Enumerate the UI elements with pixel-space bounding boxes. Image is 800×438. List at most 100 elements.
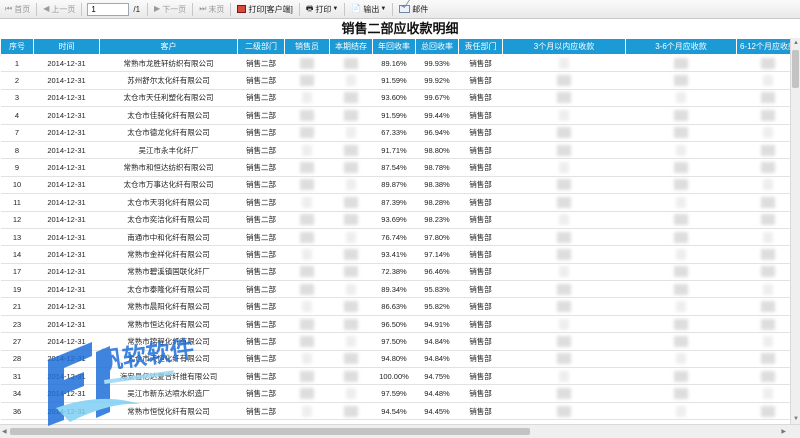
customer-cell: 常熟市和恒达纺织有限公司 [99,158,238,177]
column-header[interactable]: 序号 [0,38,34,55]
redacted-value [300,162,314,174]
table-row[interactable]: 14 2014-12-31 常熟市金祥化纤有限公司 销售二部 93.41% 97.14% 销… [0,245,790,264]
table-row[interactable]: 28 2014-12-31 太仓市天恒化纤有限公司 销售二部 94.80% 94.84% 销… [0,350,790,369]
column-header[interactable]: 本期结存 [329,38,373,55]
table-row[interactable]: 1 2014-12-31 常熟市龙胜轩纺织有限公司 销售二部 89.16% 99.93% 销… [0,54,790,73]
customer-cell: 苏州舒尔太化纤有限公司 [99,71,238,90]
receivable-3m-cell [502,245,626,264]
customer-cell: 常熟市碧溪镇国联化纤厂 [99,263,238,282]
receivable-3m-cell [502,402,626,421]
next-page-label: 下一页 [162,4,187,14]
table-row[interactable]: 17 2014-12-31 常熟市碧溪镇国联化纤厂 销售二部 72.38% 96.46% 销… [0,263,790,282]
print-client-button[interactable]: 打印[客户端] [234,1,295,18]
table-row[interactable]: 34 2014-12-31 吴江市新东达喷水织造厂 销售二部 97.59% 94.48% 销… [0,384,790,403]
salesperson-cell [284,71,330,90]
table-row[interactable]: 7 2014-12-31 太仓市德龙化纤有限公司 销售二部 67.33% 96.94% 销售… [0,124,790,142]
redacted-value [344,370,358,382]
dept-cell: 销售二部 [237,384,285,403]
export-menu-button[interactable]: 📄 输出 ▼ [348,1,389,18]
column-header[interactable]: 销售员 [284,38,330,55]
balance-cell [329,71,373,90]
redacted-value [300,214,314,226]
redacted-value [763,335,773,347]
table-row[interactable]: 31 2014-12-31 海安县亿达夏合纤维有限公司 销售二部 100.00% 94.7… [0,367,790,386]
scroll-up-icon[interactable]: ▲ [793,40,799,46]
column-header[interactable]: 责任部门 [458,38,503,55]
next-page-button[interactable]: ▶ 下一页 [151,1,189,18]
resp-dept-cell: 销售部 [458,124,503,142]
next-page-icon: ▶ [154,4,161,13]
toolbar-divider [147,2,149,16]
scroll-right-icon[interactable]: ▶ [781,429,786,435]
redacted-value [761,301,775,313]
first-page-label: 首页 [14,4,31,14]
table-row[interactable]: 2 2014-12-31 苏州舒尔太化纤有限公司 销售二部 91.59% 99.92% 销售… [0,71,790,90]
column-header[interactable]: 时间 [33,38,100,55]
receivable-3m-cell [502,141,626,160]
row-number: 3 [0,89,34,108]
balance-cell [329,263,373,282]
vertical-scrollbar[interactable]: ▲ ▼ [790,38,800,424]
scroll-down-icon[interactable]: ▼ [793,416,799,422]
receivable-6-12m-cell [736,71,790,90]
column-header[interactable]: 3-6个月应收款 [625,38,737,55]
salesperson-cell [284,176,330,195]
column-header[interactable]: 客户 [99,38,238,55]
redacted-value [300,370,314,382]
balance-cell [329,315,373,334]
report-grid: 序号 时间 客户 二级部门 销售员 本期结存 年回收率 总回收率 责任部门 3个月以内应收款 3-6… [0,38,790,424]
resp-dept-cell: 销售部 [458,263,503,282]
dept-cell: 销售二部 [237,158,285,177]
table-row[interactable]: 21 2014-12-31 常熟市晨阳化纤有限公司 销售二部 86.63% 95.82% 销… [0,297,790,316]
date-cell: 2014-12-31 [33,158,100,177]
column-header[interactable]: 总回收率 [415,38,459,55]
scroll-left-icon[interactable]: ◀ [2,429,7,435]
table-row[interactable]: 9 2014-12-31 常熟市和恒达纺织有限公司 销售二部 87.54% 98.78% 销… [0,158,790,177]
receivable-6-12m-cell [736,263,790,282]
receivable-3-6m-cell [625,367,737,386]
receivable-6-12m-cell [736,54,790,73]
redacted-value [302,196,312,208]
table-row[interactable]: 4 2014-12-31 太仓市佳骑化纤有限公司 销售二部 91.59% 99.44% 销售… [0,106,790,125]
table-row[interactable]: 36 2014-12-31 常熟市恒悦化纤有限公司 销售二部 94.54% 94.45% 销… [0,402,790,421]
toolbar-divider [192,2,194,16]
column-header[interactable]: 3个月以内应收款 [502,38,626,55]
redacted-value [300,388,314,400]
redacted-value [761,266,775,278]
table-row[interactable]: 13 2014-12-31 南通市中和化纤有限公司 销售二部 76.74% 97.80% 销… [0,228,790,247]
redacted-value [761,196,775,208]
table-row[interactable]: 8 2014-12-31 吴江市永丰化纤厂 销售二部 91.71% 98.80% 销售部 [0,141,790,160]
horizontal-scrollbar[interactable]: ◀ ▶ [0,424,800,438]
receivable-3m-cell [502,332,626,351]
table-body: 1 2014-12-31 常熟市龙胜轩纺织有限公司 销售二部 89.16% 99.93% 销… [0,54,790,421]
redacted-value [300,75,314,87]
column-header[interactable]: 年回收率 [372,38,416,55]
vertical-scroll-thumb[interactable] [792,50,799,88]
prev-page-button[interactable]: ◀ 上一页 [40,1,78,18]
print-menu-button[interactable]: 🖶 打印 ▼ [303,1,342,18]
column-header[interactable]: 二级部门 [237,38,285,55]
redacted-value [344,214,358,226]
table-row[interactable]: 12 2014-12-31 太仓市奕洁化纤有限公司 销售二部 93.69% 98.23% 销… [0,211,790,229]
first-page-button[interactable]: ⏮ 首页 [2,1,33,18]
table-row[interactable]: 11 2014-12-31 太仓市天羽化纤有限公司 销售二部 87.39% 98.28% 销… [0,193,790,212]
last-page-button[interactable]: ⏭ 末页 [196,1,227,18]
mail-button[interactable]: 邮件 [396,1,431,18]
date-cell: 2014-12-31 [33,315,100,334]
receivable-3-6m-cell [625,350,737,369]
redacted-value [557,179,571,191]
total-rate-cell: 94.84% [415,332,459,351]
table-row[interactable]: 19 2014-12-31 太仓市泰隆化纤有限公司 销售二部 89.34% 95.83% 销… [0,280,790,299]
horizontal-scroll-thumb[interactable] [10,428,530,435]
resp-dept-cell: 销售部 [458,71,503,90]
table-row[interactable]: 3 2014-12-31 太仓市天任利塑化有限公司 销售二部 93.60% 99.67% 销… [0,89,790,108]
salesperson-cell [284,106,330,125]
table-row[interactable]: 27 2014-12-31 常熟市锦程化纤有限公司 销售二部 97.50% 94.84% 销… [0,332,790,351]
redacted-value [557,127,571,139]
redacted-value [674,388,688,400]
column-header[interactable]: 6-12个月应收款 [736,38,790,55]
table-row[interactable]: 23 2014-12-31 常熟市恒达化纤有限公司 销售二部 96.50% 94.91% 销… [0,315,790,334]
table-row[interactable]: 10 2014-12-31 太仓市万事达化纤有限公司 销售二部 89.87% 98.38%… [0,176,790,195]
balance-cell [329,89,373,108]
page-number-input[interactable] [87,2,130,16]
